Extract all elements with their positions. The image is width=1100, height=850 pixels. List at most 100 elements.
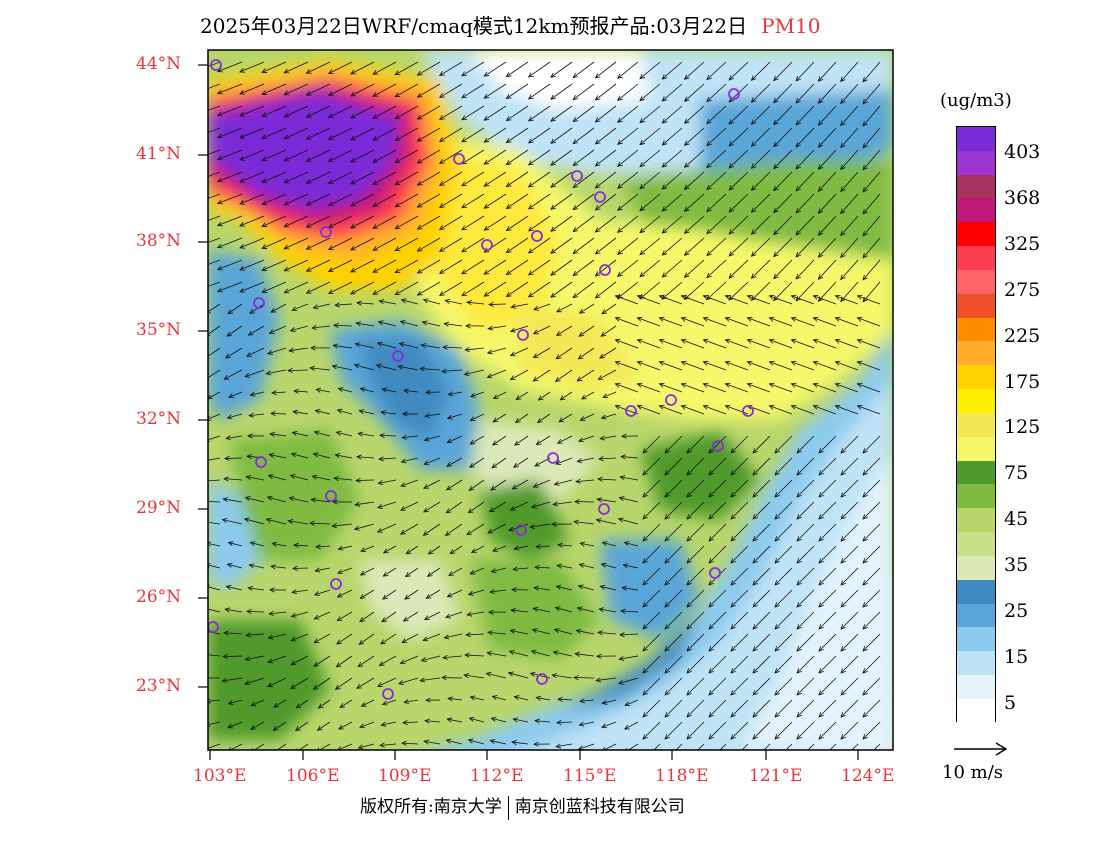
color-bar-label: 325 (1004, 232, 1041, 255)
wind-arrow (550, 127, 573, 144)
wind-arrow (222, 497, 243, 503)
wind-arrow (664, 655, 683, 674)
wind-arrow (686, 457, 705, 476)
wind-arrow (594, 171, 617, 189)
wind-arrow (416, 105, 441, 120)
city-station-marker (599, 264, 611, 276)
wind-arrow (686, 479, 705, 498)
wind-arrow (239, 281, 265, 293)
wind-arrow (862, 677, 881, 696)
wind-arrow (728, 149, 749, 169)
wind-arrow (332, 499, 353, 505)
wind-arrow (527, 237, 551, 254)
wind-arrow (795, 237, 815, 258)
wind-arrow (768, 404, 793, 415)
wind-arrow (812, 404, 837, 415)
wind-arrow (208, 193, 221, 199)
wind-arrow (224, 455, 243, 461)
wind-arrow (730, 501, 749, 520)
wind-arrow (509, 369, 529, 381)
wind-arrow (572, 281, 595, 299)
wind-arrow (394, 281, 419, 296)
wind-arrow (730, 699, 749, 718)
wind-arrow (248, 412, 265, 418)
wind-arrow (530, 649, 551, 657)
wind-arrow (818, 435, 837, 454)
wind-arrow (208, 584, 221, 591)
wind-arrow (614, 338, 639, 349)
wind-arrow (598, 607, 617, 613)
wind-arrow (309, 520, 331, 526)
wind-arrow (394, 83, 419, 98)
wind-arrow (402, 720, 419, 726)
wind-arrow (310, 497, 331, 503)
wind-arrow (446, 479, 463, 491)
wind-arrow (283, 281, 309, 294)
wind-arrow (840, 259, 859, 281)
wind-arrow (730, 721, 749, 740)
wind-arrow (708, 589, 727, 608)
wind-arrow (208, 259, 221, 265)
wind-arrow (664, 567, 683, 586)
wind-arrow (840, 105, 859, 127)
wind-arrow (313, 655, 331, 667)
wind-arrow (817, 193, 837, 214)
wind-arrow (862, 237, 881, 259)
wind-arrow (752, 611, 771, 630)
color-bar-segment (957, 150, 995, 175)
wind-arrow (483, 149, 507, 165)
wind-arrow (381, 611, 397, 623)
wind-arrow (790, 316, 815, 327)
color-bar-segment (957, 555, 995, 580)
wind-arrow (598, 456, 617, 462)
wind-arrow (422, 523, 441, 536)
wind-arrow (595, 677, 617, 683)
wind-arrow (398, 342, 419, 349)
wind-arrow (239, 259, 265, 271)
wind-arrow (537, 391, 551, 401)
wind-arrow (399, 655, 419, 665)
wind-arrow (339, 699, 353, 708)
wind-arrow (469, 413, 485, 421)
wind-arrow (817, 259, 837, 280)
wind-arrow (400, 298, 419, 305)
wind-arrow (416, 237, 441, 252)
wind-arrow (208, 127, 221, 133)
wind-reference-arrow (954, 742, 1008, 756)
lon-label: 124°E (841, 766, 895, 786)
wind-arrow (796, 479, 815, 498)
wind-arrow (774, 545, 793, 564)
wind-arrow (862, 633, 881, 652)
wind-arrow (724, 294, 749, 305)
wind-arrow (246, 347, 265, 357)
wind-arrow (812, 316, 837, 327)
wind-arrow (401, 633, 419, 643)
city-station-marker (210, 59, 222, 71)
wind-arrow (336, 633, 353, 645)
wind-arrow (359, 589, 375, 599)
color-bar-segment (957, 412, 995, 437)
city-station-marker (253, 297, 265, 309)
wind-arrow (555, 584, 573, 591)
wind-arrow (862, 479, 881, 498)
wind-arrow (314, 567, 331, 573)
wind-arrow (763, 743, 771, 750)
wind-arrow (512, 457, 529, 468)
pm10-field (208, 50, 893, 750)
wind-arrow (728, 105, 749, 125)
wind-arrow (555, 325, 573, 336)
title-text: 2025年03月22日WRF/cmaq模式12km预报产品:03月22日 (200, 14, 748, 38)
wind-arrow (312, 303, 331, 310)
wind-arrow (724, 338, 749, 349)
city-station-marker (625, 405, 637, 417)
wind-arrow (208, 281, 221, 287)
wind-arrow (247, 325, 265, 336)
wind-arrow (840, 171, 859, 193)
wind-arrow (840, 545, 859, 564)
wind-arrow (261, 237, 287, 249)
wind-arrow (750, 215, 771, 235)
color-bar-label: 25 (1004, 600, 1029, 622)
wind-arrow (381, 387, 397, 393)
color-bar-segment (957, 532, 995, 556)
wind-arrow (287, 518, 309, 525)
